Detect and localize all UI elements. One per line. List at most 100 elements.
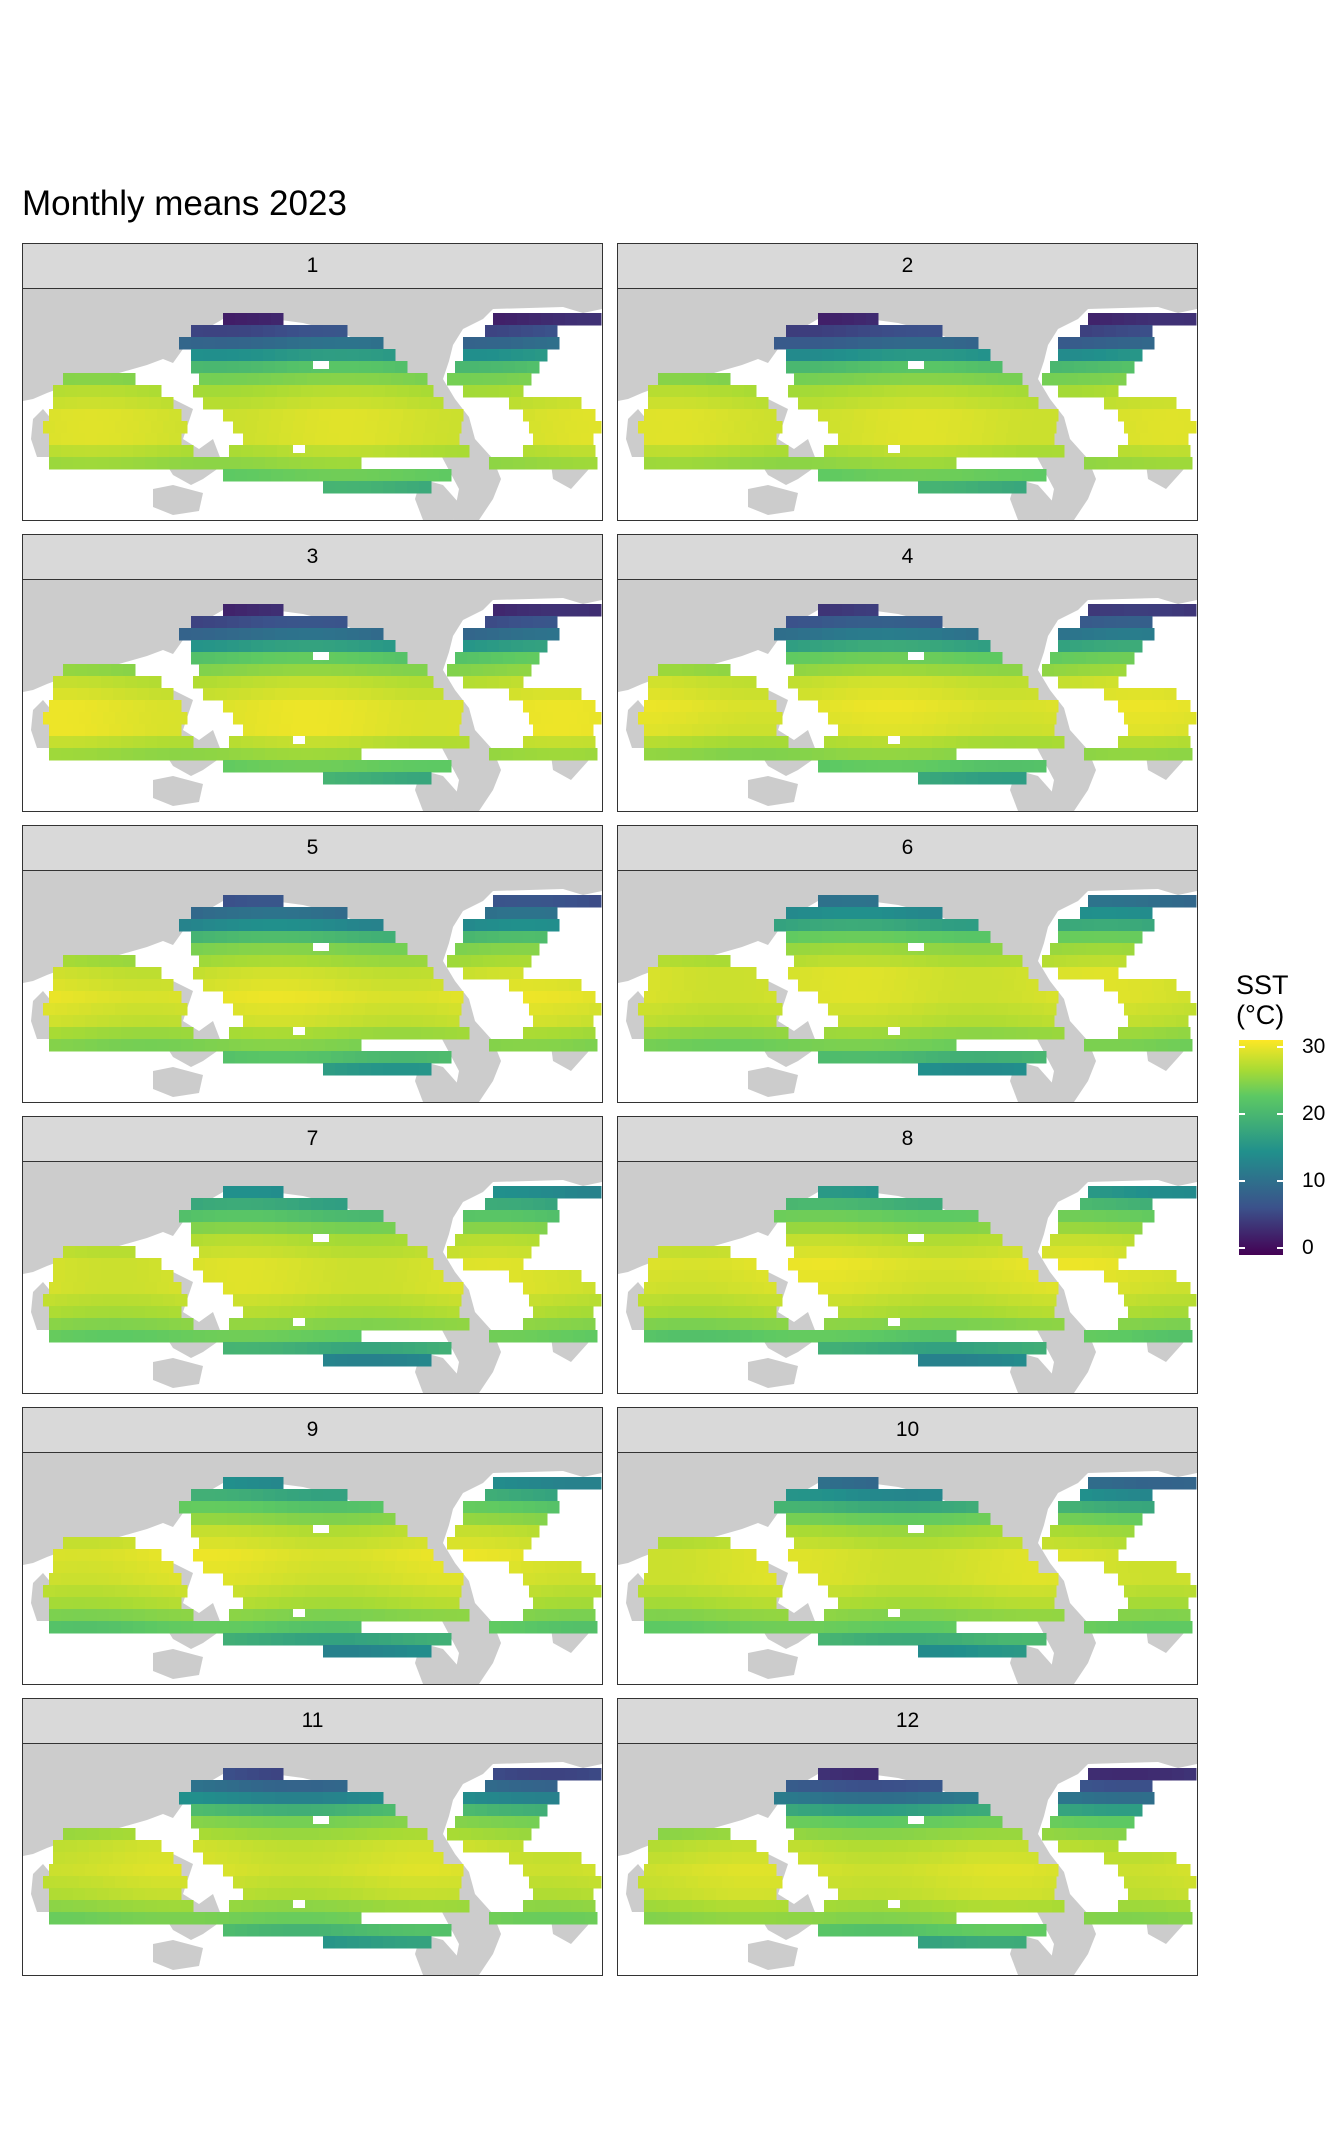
sst-cell [1154,1282,1167,1295]
sst-cell [73,409,86,422]
sst-cell [581,1597,594,1610]
sst-cell [984,1294,997,1307]
sst-cell [121,1864,134,1877]
sst-cell [203,688,216,701]
sst-cell [331,955,344,968]
sst-cell [822,1525,835,1538]
sst-cell [1112,1477,1125,1490]
sst-cell [227,931,240,944]
sst-cell [764,1015,777,1028]
sst-cell [708,676,721,689]
sst-cell [860,748,873,761]
sst-cell [499,1258,512,1271]
sst-cell [704,1621,717,1634]
sst-cell [371,481,384,494]
sst-cell [121,700,134,713]
sst-cell [774,1501,787,1514]
sst-cell [391,409,404,422]
sst-cell [870,1270,883,1283]
sst-cell [914,664,927,677]
facet-map [617,1452,1198,1685]
sst-cell [553,1768,566,1781]
sst-cell [842,313,855,326]
sst-cell [800,967,813,980]
sst-cell [193,1912,206,1925]
sst-cell [253,445,266,458]
sst-cell [109,700,122,713]
sst-cell [812,1330,825,1343]
sst-cell [229,1039,242,1052]
sst-cell [986,1342,999,1355]
sst-cell [834,1270,847,1283]
sst-cell [547,409,560,422]
sst-cell [1086,652,1099,665]
sst-cell [353,1294,366,1307]
sst-cell [53,1840,66,1853]
sst-cell [994,724,1007,737]
sst-cell [824,385,837,398]
sst-cell [203,919,216,932]
sst-cell [1176,1306,1189,1319]
sst-cell [1172,604,1185,617]
sst-cell [475,349,488,362]
sst-cell [846,640,859,653]
sst-cell [275,943,288,956]
sst-cell [227,1270,240,1283]
sst-cell [101,1258,114,1271]
sst-cell [810,1792,823,1805]
sst-cell [672,1270,685,1283]
sst-cell [934,433,947,446]
sst-cell [413,1876,426,1889]
sst-cell [818,1246,831,1259]
sst-cell [1034,700,1047,713]
sst-cell [287,628,300,641]
sst-cell [786,1525,799,1538]
sst-cell [1094,1501,1107,1514]
sst-cell [175,712,188,725]
sst-cell [459,1246,472,1259]
sst-cell [1016,1609,1029,1622]
sst-cell [1106,1804,1119,1817]
sst-cell [1140,1597,1153,1610]
sst-cell [908,457,921,470]
sst-cell [157,409,170,422]
sst-cell [1164,979,1177,992]
sst-cell [696,1258,709,1271]
sst-cell [215,628,228,641]
sst-cell [878,760,891,773]
sst-cell [589,1003,602,1016]
sst-cell [475,628,488,641]
sst-cell [710,1585,723,1598]
sst-cell [1084,1330,1097,1343]
sst-cell [271,1051,284,1064]
sst-cell [998,1282,1011,1295]
sst-cell [289,1912,302,1925]
sst-cell [487,1222,500,1235]
sst-cell [379,373,392,386]
sst-cell [794,664,807,677]
sst-cell [545,433,558,446]
sst-cell [217,1258,230,1271]
sst-cell [638,1003,651,1016]
sst-cell [682,664,695,677]
sst-cell [962,1246,975,1259]
sst-cell [337,1318,350,1331]
sst-cell [764,991,777,1004]
sst-cell [317,1294,330,1307]
sst-cell [327,1306,340,1319]
sst-cell [295,1828,308,1841]
sst-cell [954,1513,967,1526]
sst-cell [810,652,823,665]
sst-cell [239,1489,252,1502]
sst-cell [427,1573,440,1586]
sst-cell [1070,349,1083,362]
sst-cell [1104,1780,1117,1793]
sst-cell [1088,1186,1101,1199]
sst-cell [1086,1816,1099,1829]
sst-cell [858,349,871,362]
sst-cell [511,1804,524,1817]
sst-cell [319,760,332,773]
sst-cell [111,1828,124,1841]
sst-cell [846,1198,859,1211]
sst-cell [830,1282,843,1295]
